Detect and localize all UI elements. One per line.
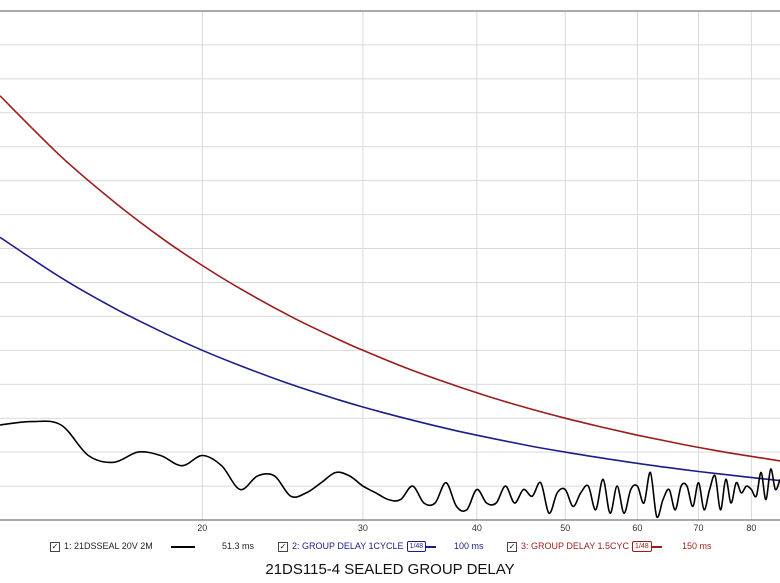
x-tick-labels: 20 30 40 50 60 70 80 bbox=[197, 523, 756, 533]
checkbox-icon[interactable]: ✓ bbox=[50, 541, 60, 552]
series-line-3 bbox=[0, 95, 780, 462]
x-tick-label: 20 bbox=[197, 523, 207, 533]
series-line-1 bbox=[0, 420, 780, 519]
legend-label: 1: 21DSSEAL 20V 2M bbox=[64, 541, 153, 551]
smoothing-badge[interactable]: 1/48 bbox=[406, 541, 427, 553]
x-tick-label: 40 bbox=[472, 523, 482, 533]
legend-item-series-2[interactable]: ✓ 2: GROUP DELAY 1CYCLE 1/48 bbox=[278, 539, 437, 553]
plot-background bbox=[0, 0, 780, 535]
x-tick-label: 70 bbox=[693, 523, 703, 533]
series-line-2 bbox=[0, 236, 780, 482]
smoothing-badge[interactable]: 1/48 bbox=[632, 541, 652, 553]
series-layer bbox=[0, 95, 780, 519]
legend-item-series-1[interactable]: ✓ 1: 21DSSEAL 20V 2M bbox=[50, 539, 153, 553]
legend-value-series-2: 100 ms bbox=[454, 541, 484, 551]
legend-label: 2: GROUP DELAY 1CYCLE bbox=[292, 541, 404, 551]
checkbox-icon[interactable]: ✓ bbox=[278, 541, 288, 552]
x-tick-label: 60 bbox=[632, 523, 642, 533]
chart-plot: 20 30 40 50 60 70 80 bbox=[0, 0, 780, 535]
x-tick-label: 50 bbox=[560, 523, 570, 533]
line-swatch-icon bbox=[171, 545, 195, 548]
legend-label: 3: GROUP DELAY 1.5CYC bbox=[521, 541, 630, 551]
line-swatch-icon bbox=[651, 545, 662, 548]
line-swatch-icon bbox=[426, 545, 437, 548]
legend-value-series-1: 51.3 ms bbox=[222, 541, 255, 551]
legend-item-series-3[interactable]: ✓ 3: GROUP DELAY 1.5CYC 1/48 bbox=[507, 539, 662, 553]
legend-swatch-series-1 bbox=[171, 539, 195, 553]
chart-title: 21DS115-4 SEALED GROUP DELAY bbox=[265, 561, 515, 578]
x-tick-label: 80 bbox=[746, 523, 756, 533]
legend-value-series-3: 150 ms bbox=[682, 541, 712, 551]
checkbox-icon[interactable]: ✓ bbox=[507, 541, 517, 552]
legend: ✓ 1: 21DSSEAL 20V 2M 51.3 ms ✓ 2: GROUP DE… bbox=[0, 539, 780, 553]
x-tick-label: 30 bbox=[358, 523, 368, 533]
